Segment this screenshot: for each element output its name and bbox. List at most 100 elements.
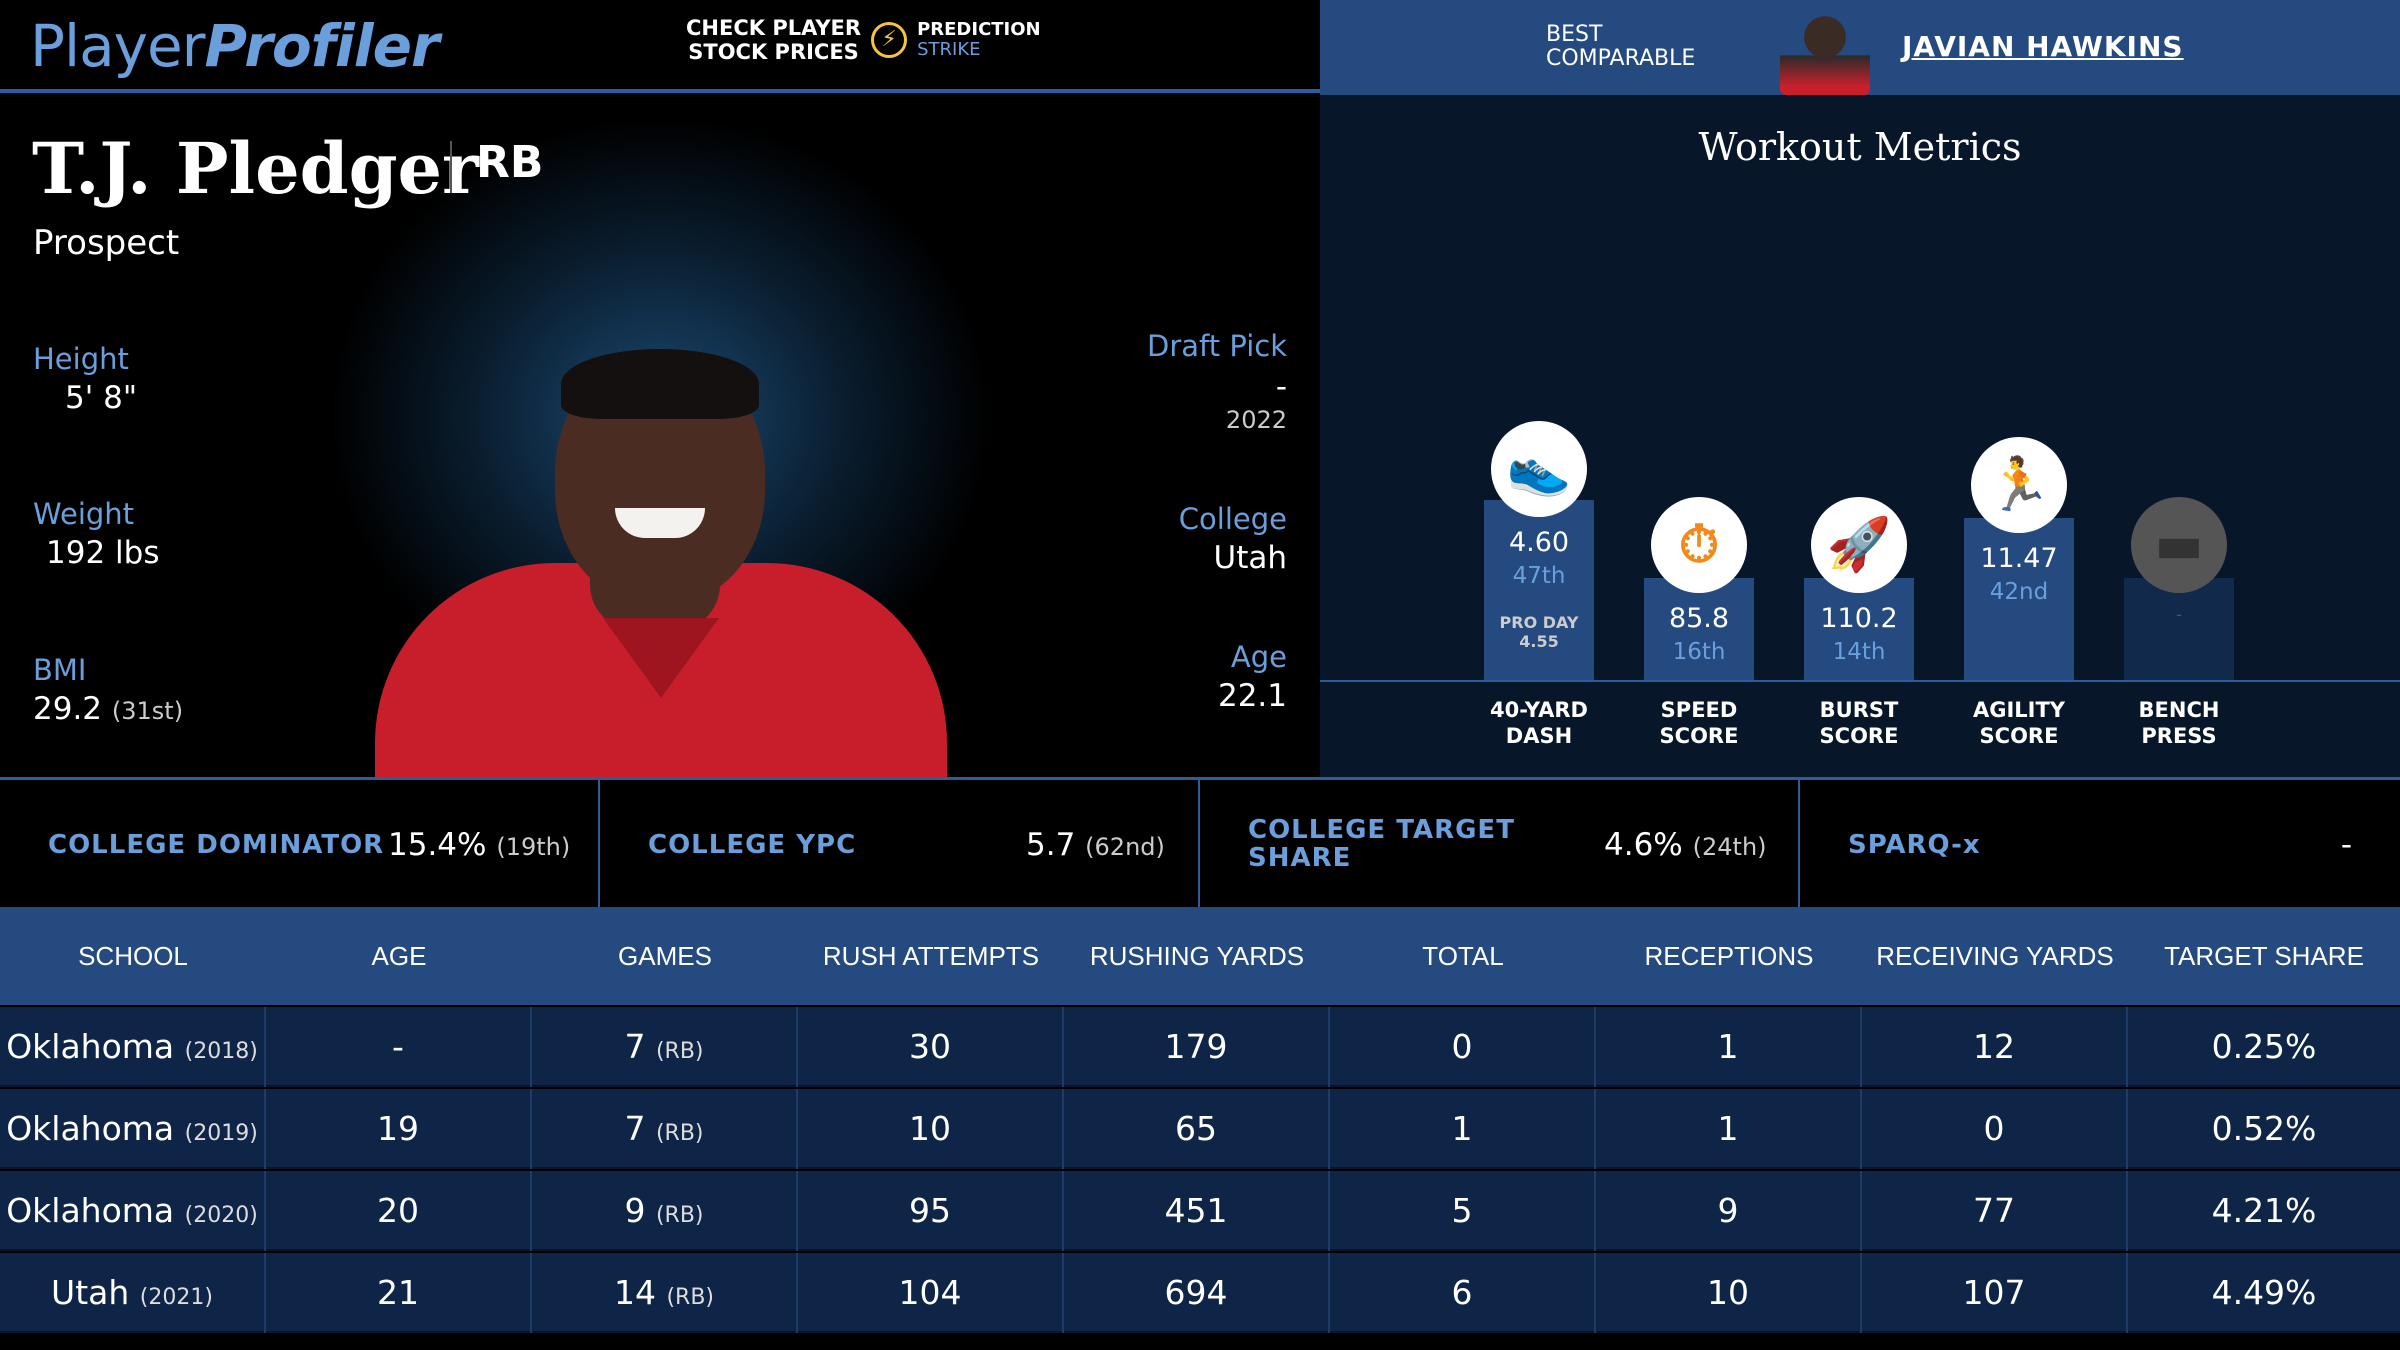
site-header: PlayerProfiler CHECK PLAYER STOCK PRICES…: [0, 0, 1320, 93]
col-target-share[interactable]: TARGET SHARE: [2164, 941, 2364, 971]
cell-value: 4.21%: [2211, 1191, 2317, 1230]
draft-pick-value: -: [1275, 369, 1287, 405]
speed-label-2: SCORE: [1659, 724, 1739, 748]
burst-score-rank: 14th: [1832, 639, 1886, 665]
summary-value: 4.6%: [1604, 827, 1683, 863]
cell-school: Oklahoma (2020): [0, 1171, 266, 1251]
cell-value: 20: [377, 1191, 419, 1230]
col-school[interactable]: SCHOOL: [78, 941, 188, 971]
cell-value: 95: [909, 1191, 951, 1230]
cell-tds: 5: [1330, 1171, 1596, 1251]
cell-target: 4.49%: [2128, 1253, 2400, 1333]
summary-rank: (24th): [1692, 833, 1767, 861]
weight-value: 192 lbs: [46, 535, 160, 571]
cell-rec: 9: [1596, 1171, 1862, 1251]
cell-age: 21: [266, 1253, 532, 1333]
cell-value: 65: [1175, 1109, 1217, 1148]
strike-line-1: PREDICTION: [917, 19, 1041, 40]
cell-rush-yds: 65: [1064, 1089, 1330, 1169]
promo-line-1: CHECK PLAYER: [686, 16, 862, 40]
cell-tds: 0: [1330, 1007, 1596, 1087]
age-value: 22.1: [1217, 678, 1287, 714]
shoe-icon: 👟: [1491, 421, 1587, 517]
agility-label-1: AGILITY: [1972, 698, 2066, 722]
col-rush-attempts[interactable]: RUSH ATTEMPTS: [822, 941, 1040, 971]
summary-cell-ypc: COLLEGE YPC 5.7 (62nd): [600, 780, 1200, 907]
player-profile-panel: T.J. Pledger RB Prospect Height 5' 8" We…: [0, 97, 1320, 780]
cell-value: 5: [1451, 1191, 1473, 1230]
cell-value: 10: [1707, 1273, 1749, 1312]
cell-value: Oklahoma: [6, 1191, 175, 1230]
cell-position: (RB): [655, 1039, 704, 1064]
height-value: 5' 8": [65, 380, 138, 416]
col-games[interactable]: GAMES: [618, 941, 712, 971]
cell-tds: 1: [1330, 1089, 1596, 1169]
cell-value: 107: [1962, 1273, 2026, 1312]
lightning-icon: ⚡: [871, 22, 908, 58]
height-label: Height: [33, 342, 129, 376]
cell-position: (RB): [655, 1203, 704, 1228]
college-label: College: [1178, 502, 1287, 536]
cell-rec-yds: 0: [1862, 1089, 2128, 1169]
col-receiving-yards[interactable]: RECEIVING YARDS: [1876, 941, 2114, 971]
cell-rush-att: 10: [798, 1089, 1064, 1169]
cell-value: 451: [1164, 1191, 1228, 1230]
speed-score-rank: 16th: [1672, 639, 1726, 665]
col-receptions[interactable]: RECEPTIONS: [1644, 941, 1814, 971]
cell-rec-yds: 12: [1862, 1007, 2128, 1087]
cell-age: 19: [266, 1089, 532, 1169]
col-age[interactable]: AGE: [371, 941, 427, 971]
logo-bold-text: Profiler: [204, 12, 440, 80]
playerprofiler-logo[interactable]: PlayerProfiler: [30, 12, 440, 80]
workout-metrics-panel: Workout Metrics 👟 4.60 47th PRO DAY 4.55…: [1320, 95, 2400, 777]
stock-price-promo[interactable]: CHECK PLAYER STOCK PRICES ⚡ PREDICTION S…: [686, 16, 1041, 64]
strike-line-2: STRIKE: [917, 39, 981, 60]
table-row: Oklahoma (2019) 19 7 (RB) 10 65 1 1 0 0.52%: [0, 1089, 2400, 1169]
player-status: Prospect: [33, 223, 180, 263]
workout-baseline: [1320, 680, 2400, 682]
cell-value: 10: [909, 1109, 951, 1148]
cell-position: (RB): [655, 1121, 704, 1146]
summary-value: -: [2340, 827, 2352, 863]
summary-label-2: SHARE: [1248, 843, 1352, 873]
agility-score-value: 11.47: [1980, 543, 2058, 574]
summary-value: 15.4%: [388, 827, 487, 863]
cell-value: 0.25%: [2211, 1027, 2317, 1066]
rocket-icon: 🚀: [1811, 497, 1907, 593]
summary-label: COLLEGE DOMINATOR: [48, 830, 385, 860]
draft-year: 2022: [1225, 406, 1287, 434]
speed-score-label: SPEED SCORE: [1624, 697, 1774, 749]
pro-day-label: PRO DAY: [1499, 613, 1579, 632]
col-rushing-yards[interactable]: RUSHING YARDS: [1089, 941, 1305, 971]
table-row: Oklahoma (2020) 20 9 (RB) 95 451 5 9 77 4.21%: [0, 1171, 2400, 1251]
name-divider: [450, 141, 452, 193]
cell-games: 9 (RB): [532, 1171, 798, 1251]
cell-tds: 6: [1330, 1253, 1596, 1333]
forty-yard-bar: [1484, 500, 1594, 680]
forty-yard-rank: 47th: [1512, 563, 1566, 589]
age-label: Age: [1230, 640, 1287, 674]
summary-value-group: 5.7 (62nd): [1026, 827, 1165, 863]
comparable-player-link[interactable]: JAVIAN HAWKINS: [1902, 30, 2184, 63]
forty-yard-label: 40-YARD DASH: [1464, 697, 1614, 749]
cell-rush-att: 104: [798, 1253, 1064, 1333]
col-total-touchdowns[interactable]: TOTAL TOUCHDOWNS: [1367, 941, 1559, 1069]
cell-value: 179: [1164, 1027, 1228, 1066]
speed-score-bar: [1644, 578, 1754, 680]
summary-label-1: COLLEGE TARGET: [1248, 815, 1515, 845]
summary-value-group: 4.6% (24th): [1604, 827, 1767, 863]
cell-value: Oklahoma: [6, 1109, 175, 1148]
dumbbell-icon: ▬: [2131, 497, 2227, 593]
table-row: Utah (2021) 21 14 (RB) 104 694 6 10 107 4.49%: [0, 1253, 2400, 1333]
burst-label-1: BURST: [1819, 698, 1899, 722]
college-stats-table: SCHOOL AGE GAMES RUSH ATTEMPTS RUSHING Y…: [0, 907, 2400, 1350]
workout-metrics-title: Workout Metrics: [1698, 125, 2022, 169]
summary-label: COLLEGE YPC: [648, 830, 857, 860]
cell-rec: 10: [1596, 1253, 1862, 1333]
bench-press-value: -: [2176, 605, 2182, 624]
comparable-avatar[interactable]: [1780, 6, 1870, 95]
cell-rush-yds: 451: [1064, 1171, 1330, 1251]
weight-label: Weight: [33, 497, 135, 531]
best-line-1: BEST: [1546, 22, 1603, 47]
cell-target: 0.52%: [2128, 1089, 2400, 1169]
